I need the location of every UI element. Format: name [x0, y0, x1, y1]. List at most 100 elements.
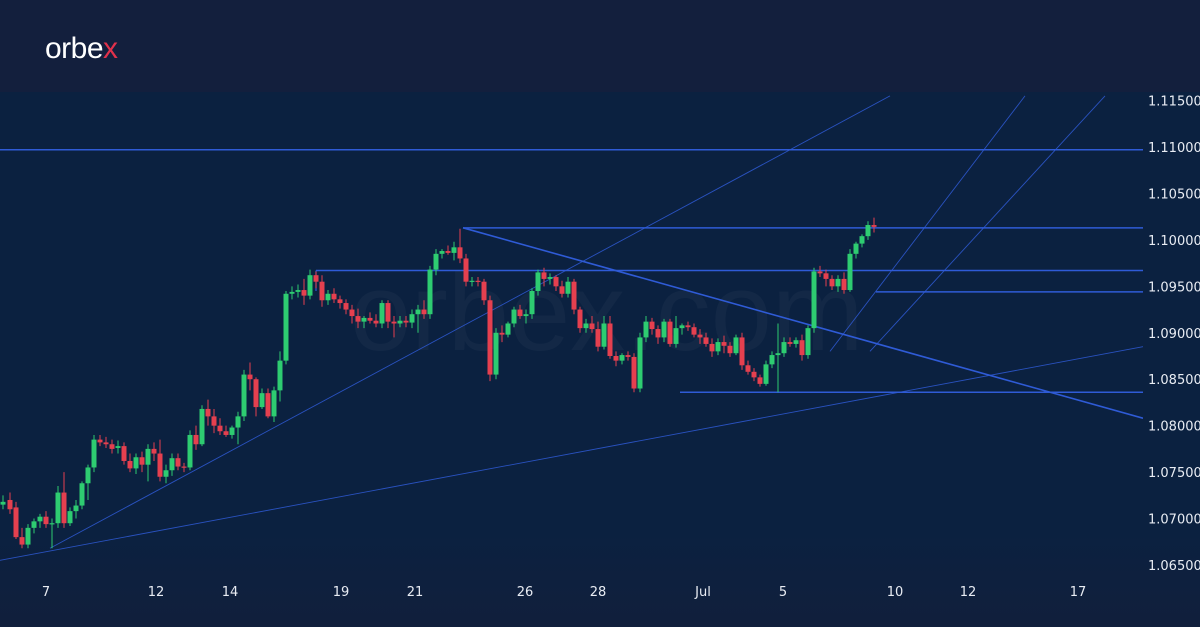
candle-up: [307, 275, 313, 296]
candle-up: [229, 427, 235, 435]
candle-up: [451, 247, 457, 253]
candle-up: [793, 340, 799, 344]
candle-up: [415, 309, 421, 315]
candle-up: [115, 446, 121, 448]
candle-down: [247, 374, 253, 380]
candle-up: [289, 291, 295, 294]
candle-up: [241, 374, 247, 417]
candle-down: [655, 329, 661, 338]
candle-down: [421, 309, 427, 315]
candle-down: [175, 458, 181, 467]
trendline-long-ascending-support: [0, 346, 1143, 561]
candle-down: [631, 356, 637, 389]
candle-up: [145, 448, 151, 465]
candle-down: [571, 281, 577, 310]
candle-down: [403, 320, 409, 323]
candle-down: [223, 431, 229, 435]
candle-down: [301, 290, 307, 296]
candle-up: [325, 293, 331, 301]
candle-down: [19, 537, 25, 545]
candle-up: [0, 501, 6, 505]
date-tick-label: 19: [333, 585, 350, 600]
candle-down: [445, 251, 451, 253]
candle-up: [847, 253, 853, 291]
candle-down: [205, 408, 211, 417]
candle-up: [271, 390, 277, 417]
price-tick-label: 1.07500: [1148, 466, 1200, 481]
candle-up: [235, 416, 241, 428]
trendline-descending-resistance: [462, 227, 1143, 420]
date-tick-label: 12: [960, 585, 977, 600]
candle-down: [367, 317, 373, 321]
candle-down: [43, 516, 49, 525]
price-axis: 1.11500 1.11000 1.10500 1.10000 1.09500 1.090…: [1148, 95, 1200, 574]
candle-down: [109, 444, 115, 449]
candle-down: [799, 340, 805, 356]
candle-down: [577, 309, 583, 329]
candle-down: [343, 303, 349, 310]
horizontal-levels: [0, 149, 1143, 393]
candle-down: [559, 286, 565, 294]
candle-down: [61, 492, 67, 524]
candle-up: [547, 277, 553, 279]
watermark: orbex.com: [350, 251, 864, 374]
candle-up: [163, 470, 169, 477]
candle-up: [409, 314, 415, 323]
candle-up: [379, 303, 385, 324]
candle-up: [811, 271, 817, 329]
candle-up: [529, 290, 535, 315]
date-tick-label: 12: [148, 585, 165, 600]
candle-down: [7, 499, 13, 510]
candle-down: [217, 425, 223, 432]
candle-up: [55, 492, 61, 524]
date-tick-label: 5: [779, 585, 787, 600]
candle-down: [829, 278, 835, 287]
date-tick-label: 26: [517, 585, 534, 600]
candle-up: [859, 236, 865, 244]
candle-down: [649, 321, 655, 330]
brand-accent-x: x: [103, 32, 118, 65]
candle-up: [277, 360, 283, 391]
candle-down: [751, 371, 757, 378]
candle-up: [535, 272, 541, 291]
price-tick-label: 1.07000: [1148, 513, 1200, 528]
date-tick-label: 14: [222, 585, 239, 600]
price-tick-label: 1.10500: [1148, 187, 1200, 202]
brand-logo: orbex: [45, 32, 118, 66]
candle-up: [865, 225, 871, 237]
candle-up: [73, 505, 79, 512]
candle-down: [463, 258, 469, 282]
candle-down: [499, 332, 505, 335]
candle-down: [745, 365, 751, 372]
candle-down: [313, 275, 319, 282]
candle-up: [643, 321, 649, 338]
candle-up: [199, 408, 205, 445]
candle-down: [691, 327, 697, 335]
candle-up: [715, 342, 721, 352]
candle-up: [523, 314, 529, 317]
candle-down: [667, 321, 673, 344]
candle-up: [361, 317, 367, 322]
candle-down: [181, 466, 187, 468]
candle-down: [319, 281, 325, 301]
candle-down: [871, 225, 877, 227]
candle-up: [679, 325, 685, 329]
date-tick-label: 10: [887, 585, 904, 600]
candle-up: [91, 439, 97, 468]
candle-down: [211, 416, 217, 426]
time-axis: 7 12 14 19 21 26 28 Jul 5 10 12 17: [42, 585, 1086, 600]
candle-down: [703, 337, 709, 344]
candle-up: [565, 281, 571, 294]
trendline-steep-ascending-support: [49, 95, 891, 549]
candle-down: [817, 271, 823, 274]
candle-down: [823, 273, 829, 279]
candle-down: [487, 300, 493, 375]
candle-down: [331, 293, 337, 300]
trendlines: [0, 95, 1143, 561]
candle-up: [763, 364, 769, 384]
candle-up: [781, 342, 787, 354]
candle-down: [127, 460, 133, 469]
candle-up: [439, 251, 445, 254]
price-tick-label: 1.06500: [1148, 559, 1200, 574]
